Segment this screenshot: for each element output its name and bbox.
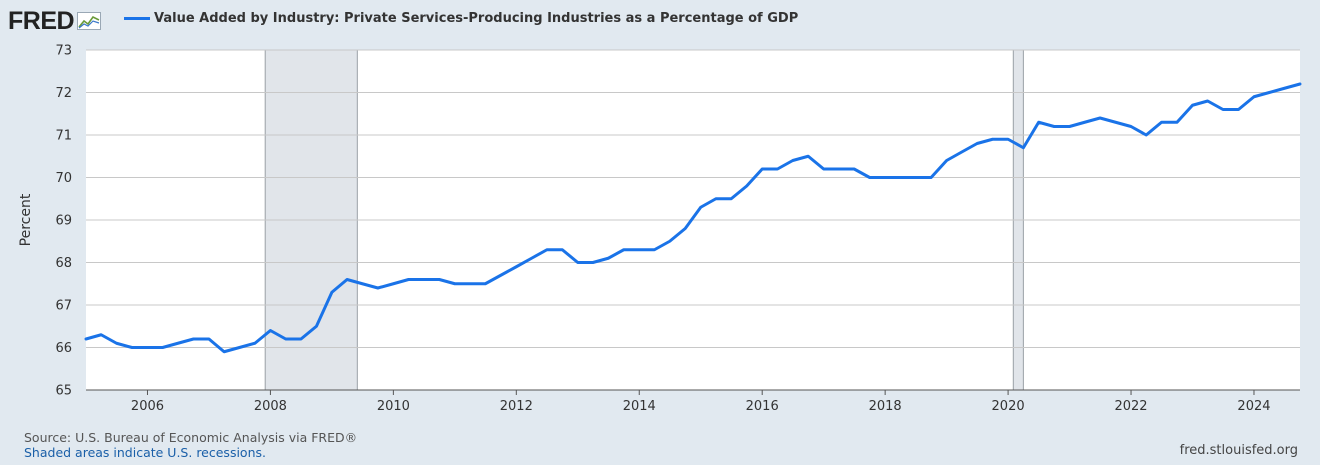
footer-left: Source: U.S. Bureau of Economic Analysis… — [24, 430, 357, 460]
recession-note[interactable]: Shaded areas indicate U.S. recessions. — [24, 445, 266, 460]
x-tick-label: 2022 — [1114, 399, 1147, 414]
x-tick-label: 2006 — [131, 399, 164, 414]
x-tick-label: 2020 — [992, 399, 1025, 414]
x-tick-label: 2008 — [254, 399, 287, 414]
series-line — [84, 82, 1302, 354]
fred-logo[interactable]: FRED — [8, 6, 102, 36]
y-tick-label: 71 — [55, 129, 72, 144]
y-tick-label: 69 — [55, 214, 72, 229]
chart-legend: Value Added by Industry: Private Service… — [124, 11, 798, 26]
y-tick-label: 72 — [55, 86, 72, 101]
chart-title: Value Added by Industry: Private Service… — [154, 11, 799, 26]
x-tick-label: 2010 — [377, 399, 410, 414]
y-axis-label: Percent — [18, 193, 34, 246]
site-link[interactable]: fred.stlouisfed.org — [1179, 443, 1298, 458]
y-tick-label: 73 — [55, 44, 72, 59]
source-note: Source: U.S. Bureau of Economic Analysis… — [24, 430, 358, 445]
series-layer — [84, 82, 1302, 354]
x-tick-label: 2024 — [1237, 399, 1270, 414]
x-tick-label: 2016 — [746, 399, 779, 414]
x-axis: 2006 2008 2010 2012 2014 2016 2018 2020 2022 2024 — [86, 389, 1300, 414]
y-tick-label: 66 — [55, 341, 72, 356]
y-tick-label: 70 — [55, 171, 72, 186]
y-tick-label: 65 — [55, 384, 72, 399]
y-axis: 65 66 67 68 69 70 71 72 73 — [55, 44, 72, 399]
x-tick-label: 2012 — [500, 399, 533, 414]
x-tick-label: 2018 — [869, 399, 902, 414]
x-tick-label: 2014 — [623, 399, 656, 414]
y-tick-label: 68 — [55, 256, 72, 271]
legend-swatch — [124, 17, 150, 20]
y-tick-label: 67 — [55, 299, 72, 314]
logo-text: FRED — [8, 7, 75, 35]
fred-graph-icon — [77, 12, 102, 30]
